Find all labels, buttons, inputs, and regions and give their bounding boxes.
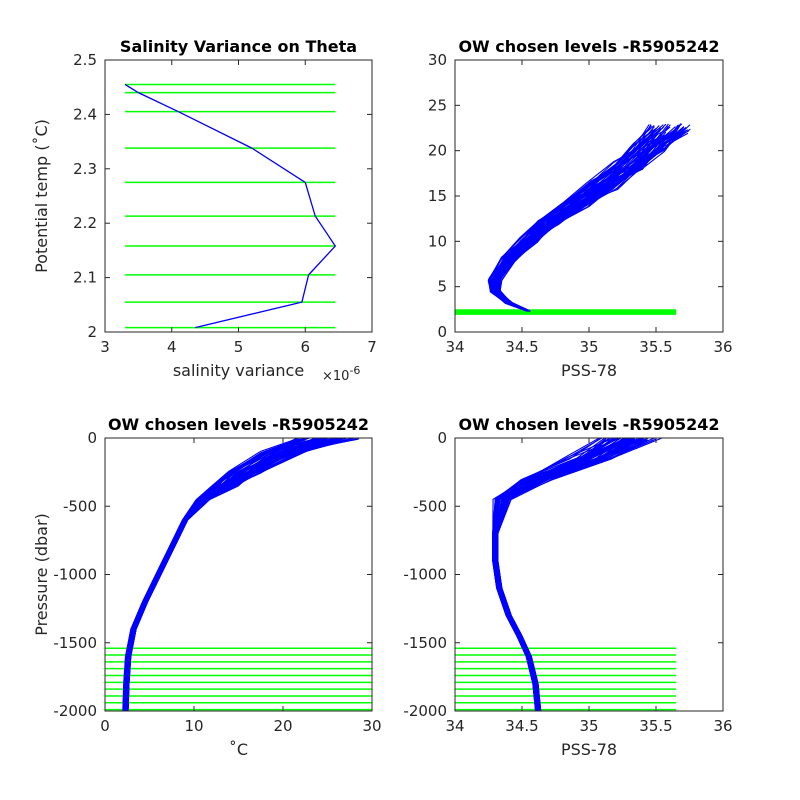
- x-tick-label: 35: [579, 338, 598, 356]
- y-tick-label: 0: [437, 323, 447, 341]
- x-axis: 0 10 20 30: [100, 438, 382, 735]
- x-axis: 3 4 5 6 7: [100, 60, 377, 356]
- x-tick-label: 20: [273, 717, 292, 735]
- y-axis: -2000 -1500 -1000 -500 0: [53, 429, 372, 720]
- chart-title: OW chosen levels -R5905242: [108, 415, 369, 434]
- y-tick-label: -1000: [53, 566, 97, 584]
- x-tick-label: 3: [100, 338, 110, 356]
- profile-trace-48: [127, 438, 339, 711]
- x-axis-label: PSS-78: [561, 361, 617, 380]
- x-tick-label: 4: [167, 338, 177, 356]
- x-tick-label: 35.5: [639, 338, 672, 356]
- y-tick-label: 0: [437, 429, 447, 447]
- x-tick-label: 36: [713, 717, 732, 735]
- x-tick-label: 35.5: [639, 717, 672, 735]
- y-tick-label: -2000: [403, 702, 447, 720]
- plot-area: [455, 123, 691, 315]
- y-axis: -2000 -1500 -1000 -500 0: [403, 429, 723, 720]
- y-axis-label: Pressure (dbar): [32, 513, 51, 636]
- x-axis-label: ˚C: [229, 740, 248, 759]
- profile-trace-59: [122, 438, 300, 711]
- profile-series: [487, 123, 691, 312]
- x-axis-label: PSS-78: [561, 740, 617, 759]
- plot-area: [455, 438, 677, 711]
- profile-trace-58: [125, 439, 332, 711]
- y-tick-label: 5: [437, 278, 447, 296]
- x-tick-label: 7: [367, 338, 377, 356]
- profile-trace-60: [125, 438, 327, 711]
- x-tick-label: 34.5: [505, 338, 538, 356]
- y-tick-label: 10: [428, 232, 447, 250]
- profile-trace-58: [492, 438, 602, 711]
- profile-series: [124, 83, 337, 329]
- subplot-1: 3 4 5 6 7 2 2.1 2.2 2.3 2.4 2.5 Salinity Variance o…: [32, 37, 377, 384]
- chart-title: OW chosen levels -R5905242: [458, 415, 719, 434]
- y-axis: 2 2.1 2.2 2.3 2.4 2.5: [73, 51, 372, 341]
- x-tick-label: 5: [234, 338, 244, 356]
- profile-trace-58: [495, 133, 672, 312]
- y-tick-label: 2.3: [73, 160, 97, 178]
- chart-title: Salinity Variance on Theta: [120, 37, 357, 56]
- level-lines: [105, 647, 372, 711]
- x-axis-label: salinity variance: [173, 361, 304, 380]
- x-tick-label: 36: [713, 338, 732, 356]
- subplot-4: 34 34.5 35 35.5 36 -2000 -1500 -1000 -500 0 OW cho…: [403, 415, 732, 759]
- profile-trace-53: [488, 124, 650, 312]
- y-tick-label: 0: [87, 429, 97, 447]
- y-tick-label: 15: [428, 187, 447, 205]
- variance-profile-line: [124, 83, 337, 329]
- profile-trace-60: [495, 439, 626, 711]
- x-tick-label: 6: [300, 338, 310, 356]
- subplot-3: 0 10 20 30 -2000 -1500 -1000 -500 0 OW chosen lev…: [32, 415, 382, 759]
- y-tick-label: -1000: [403, 566, 447, 584]
- profile-series: [122, 438, 360, 711]
- chart-title: OW chosen levels -R5905242: [458, 37, 719, 56]
- y-tick-label: 2.5: [73, 51, 97, 69]
- profile-series: [492, 438, 662, 711]
- profile-trace-56: [497, 130, 687, 312]
- x-tick-label: 10: [184, 717, 203, 735]
- x-axis: 34 34.5 35 35.5 36: [445, 60, 733, 356]
- plot-area: [124, 83, 337, 329]
- y-tick-label: 2.4: [73, 105, 97, 123]
- x-tick-label: 34.5: [505, 717, 538, 735]
- y-tick-label: 20: [428, 142, 447, 160]
- x-tick-label: 0: [100, 717, 110, 735]
- y-tick-label: -500: [413, 497, 447, 515]
- x-axis: 34 34.5 35 35.5 36: [445, 438, 733, 735]
- profile-trace-59: [493, 123, 669, 312]
- y-tick-label: 2.2: [73, 214, 97, 232]
- y-tick-label: -1500: [53, 634, 97, 652]
- y-tick-label: 2: [87, 323, 97, 341]
- level-lines: [455, 309, 677, 315]
- x-tick-label: 35: [579, 717, 598, 735]
- y-tick-label: 25: [428, 96, 447, 114]
- level-lines: [125, 83, 336, 329]
- subplot-2: 34 34.5 35 35.5 36 0 5 10 15 20 25 30 OW chosen leve…: [428, 37, 733, 380]
- x-tick-label: 30: [362, 717, 381, 735]
- profile-trace-60: [499, 124, 691, 312]
- y-tick-label: -2000: [53, 702, 97, 720]
- plot-area: [105, 438, 372, 711]
- y-tick-label: -1500: [403, 634, 447, 652]
- y-tick-label: 2.1: [73, 269, 97, 287]
- x-axis-exponent-power: -6: [349, 364, 360, 377]
- x-tick-label: 34: [445, 717, 464, 735]
- y-tick-label: 30: [428, 51, 447, 69]
- y-axis: 0 5 10 15 20 25 30: [428, 51, 723, 341]
- profile-trace-52: [498, 132, 689, 312]
- level-lines: [455, 647, 677, 711]
- y-tick-label: -500: [63, 497, 97, 515]
- y-axis-label: Potential temp (˚C): [32, 119, 51, 273]
- x-tick-label: 34: [445, 338, 464, 356]
